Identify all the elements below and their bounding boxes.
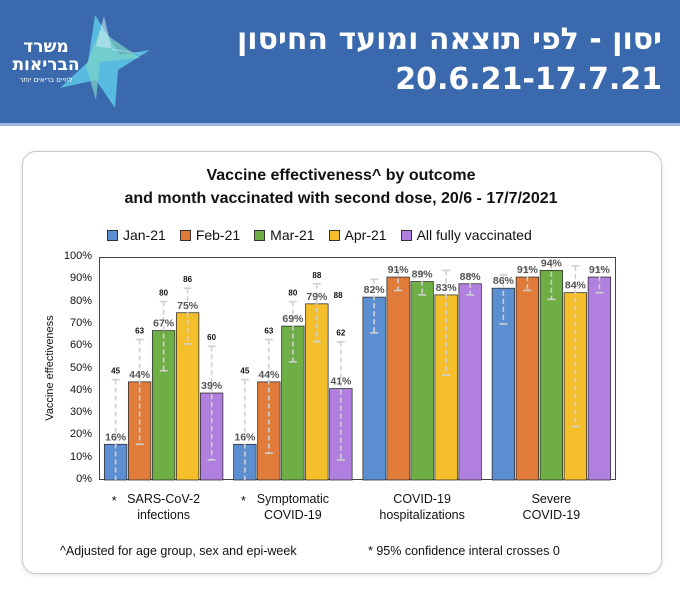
legend-label: Mar-21: [270, 227, 315, 243]
legend-swatch: [107, 229, 118, 241]
data-label: 16%: [234, 431, 256, 443]
ci-upper-label: 80: [159, 289, 168, 298]
bar: [305, 303, 329, 481]
page-date-range: 20.6.21-17.7.21: [395, 62, 662, 97]
bar: [458, 283, 482, 481]
header-banner: משרד הבריאות לחיים בריאים יותר יסון - לפ…: [0, 0, 680, 123]
legend-label: All fully vaccinated: [416, 227, 532, 243]
y-tick-label: 40%: [69, 383, 92, 396]
data-label: 86%: [493, 275, 515, 287]
ci-upper-label: 88: [312, 271, 321, 280]
bar: [587, 276, 612, 481]
footnote-adjustment: ^Adjusted for age group, sex and epi-wee…: [60, 544, 297, 558]
data-label: 83%: [436, 282, 458, 294]
ci-upper-label: 45: [240, 367, 249, 376]
x-category-star: *: [111, 493, 117, 508]
chart-legend: Jan-21 Feb-21 Mar-21 Apr-21 All fully vaccin…: [107, 225, 546, 245]
legend-swatch: [400, 229, 412, 241]
extra-ci-label: 88: [334, 291, 343, 300]
x-category-label: SARS-CoV-2 infections: [127, 492, 201, 522]
legend-swatch: [179, 229, 191, 241]
logo-tagline: לחיים בריאים יותר: [19, 76, 73, 84]
ci-upper-label: 60: [207, 333, 216, 342]
ci-upper-label: 80: [288, 289, 297, 298]
data-label: 89%: [412, 269, 434, 281]
y-tick-label: 100%: [63, 250, 92, 262]
legend-item: Jan-21: [107, 227, 166, 243]
ci-upper-label: 62: [336, 329, 345, 338]
data-label: 88%: [460, 271, 482, 283]
plot-area: [99, 257, 616, 480]
legend-label: Jan-21: [123, 227, 166, 243]
ministry-logo: [60, 15, 150, 108]
x-category-label: Severe COVID-19: [522, 492, 581, 522]
data-label: 41%: [330, 376, 352, 388]
x-category-star: *: [240, 493, 246, 508]
data-label: 44%: [129, 369, 151, 381]
data-label: 84%: [565, 280, 587, 292]
data-label: 67%: [153, 318, 175, 330]
y-tick-label: 10%: [69, 450, 92, 463]
data-label: 75%: [177, 300, 199, 312]
y-tick-label: 60%: [69, 339, 92, 352]
data-label: 91%: [589, 264, 611, 276]
legend-item: All fully vaccinated: [400, 227, 532, 243]
legend-swatch: [254, 229, 266, 241]
data-label: 16%: [105, 431, 127, 443]
bar: [491, 287, 516, 481]
y-tick-label: 50%: [69, 361, 92, 374]
legend-label: Apr-21: [344, 227, 387, 243]
header-divider: [0, 123, 680, 126]
data-label: 82%: [364, 284, 386, 296]
bar: [410, 281, 434, 481]
legend-item: Mar-21: [254, 227, 315, 243]
data-label: 39%: [201, 380, 223, 392]
y-tick-label: 80%: [69, 294, 92, 307]
legend-label: Feb-21: [195, 227, 241, 243]
bar: [281, 325, 305, 481]
logo-wordmark: משרד הבריאות: [12, 37, 80, 75]
bar: [386, 276, 410, 481]
legend-item: Apr-21: [328, 227, 387, 243]
chart-title-line2: and month vaccinated with second dose, 2…: [124, 190, 558, 207]
ci-upper-label: 45: [111, 367, 120, 376]
data-label: 69%: [282, 313, 304, 325]
y-tick-label: 30%: [69, 406, 92, 419]
data-label: 79%: [306, 291, 328, 303]
data-label: 94%: [541, 257, 563, 269]
bar: [362, 296, 386, 481]
footnote-confidence: * 95% confidence interal crosses 0: [368, 544, 560, 558]
legend-item: Feb-21: [179, 227, 241, 243]
ci-upper-label: 86: [183, 275, 192, 284]
page-title: יסון - לפי תוצאה ומועד החיסון: [237, 22, 662, 57]
data-label: 44%: [258, 369, 280, 381]
bar: [515, 276, 540, 481]
y-tick-label: 20%: [69, 428, 92, 441]
y-tick-label: 0%: [76, 473, 92, 485]
data-label: 91%: [388, 264, 410, 276]
bar: [539, 269, 564, 481]
ci-upper-label: 63: [264, 327, 273, 336]
ci-upper-label: 63: [135, 327, 144, 336]
data-label: 91%: [517, 264, 539, 276]
legend-swatch: [328, 229, 340, 241]
chart-title-line1: Vaccine effectiveness^ by outcome: [206, 167, 476, 184]
x-category-label: Symptomatic COVID-19: [256, 492, 329, 522]
y-tick-label: 90%: [69, 272, 92, 285]
y-tick-label: 70%: [69, 316, 92, 329]
x-category-label: COVID-19 hospitalizations: [379, 492, 465, 522]
